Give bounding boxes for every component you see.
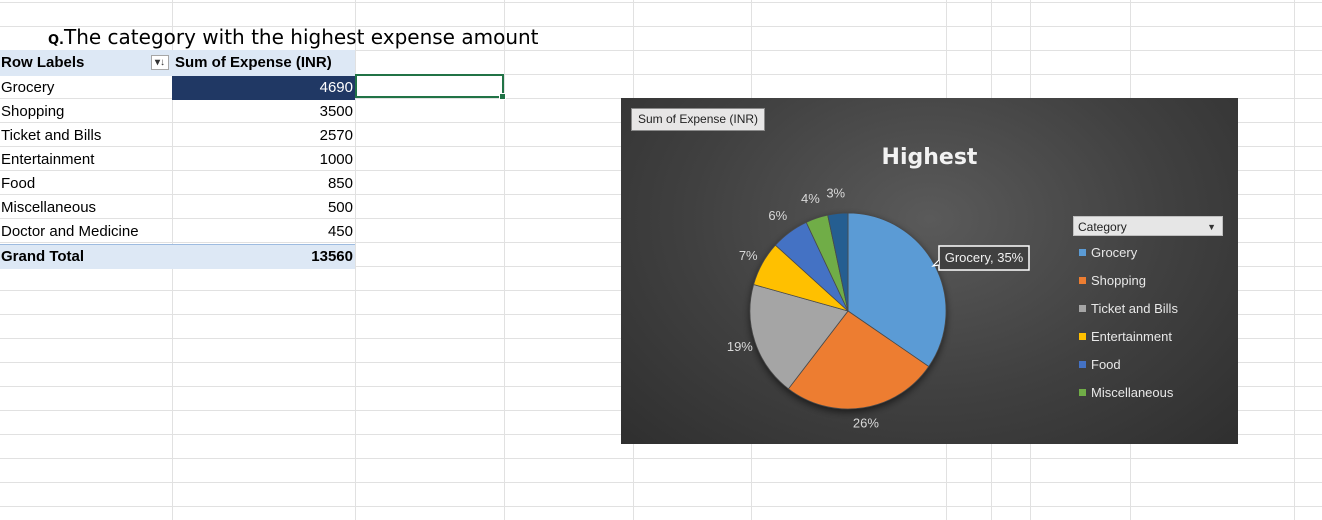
data-label[interactable]: 4%	[801, 191, 820, 206]
question-prefix: Q.	[48, 33, 64, 48]
value-cell[interactable]: 1000	[172, 148, 355, 172]
row-value: 500	[327, 199, 353, 216]
data-label[interactable]: 3%	[826, 186, 845, 201]
value-cell[interactable]: 2570	[172, 124, 355, 148]
row-label: Ticket and Bills	[1, 127, 102, 144]
legend-swatch	[1079, 361, 1086, 368]
row-label: Doctor and Medicine	[1, 223, 139, 240]
question-text: The category with the highest expense am…	[64, 25, 539, 49]
legend-swatch	[1079, 249, 1086, 256]
value-cell[interactable]: 850	[172, 172, 355, 196]
pie-slice-ticket-and-bills[interactable]	[749, 284, 849, 390]
row-label: Miscellaneous	[1, 199, 97, 216]
data-label[interactable]: Grocery, 35%	[945, 250, 1024, 265]
data-label[interactable]: 26%	[853, 416, 879, 431]
data-label[interactable]: 6%	[768, 208, 787, 223]
grand-total-value: 13560	[311, 248, 353, 265]
table-row[interactable]: Miscellaneous 500	[0, 196, 355, 220]
table-row[interactable]: Food 850	[0, 172, 355, 196]
data-label-callout-box[interactable]	[938, 245, 1030, 271]
grand-total-row[interactable]: Grand Total 13560	[0, 244, 355, 269]
table-row[interactable]: Doctor and Medicine 450	[0, 220, 355, 244]
legend-label: Miscellaneous	[1091, 385, 1174, 400]
value-cell[interactable]: 450	[172, 220, 355, 244]
row-label: Food	[1, 175, 36, 192]
legend-swatch	[1079, 305, 1086, 312]
pie-slice-doctor-and-medicine[interactable]	[827, 212, 849, 312]
pivot-table: Row Labels ▾↓ Sum of Expense (INR) Groce…	[0, 50, 355, 269]
legend-swatch	[1079, 389, 1086, 396]
pie-slice-shopping[interactable]	[787, 310, 930, 410]
category-filter-label: Category	[1078, 220, 1127, 234]
value-cell[interactable]: 500	[172, 196, 355, 220]
chevron-down-icon: ▼	[1207, 222, 1216, 232]
row-label: Entertainment	[1, 151, 95, 168]
table-row[interactable]: Grocery 4690	[0, 76, 355, 100]
row-value: 4690	[319, 79, 353, 96]
legend-swatch	[1079, 277, 1086, 284]
pie-chart[interactable]: Sum of Expense (INR) Highest Grocery, 35…	[621, 98, 1238, 444]
table-row[interactable]: Ticket and Bills 2570	[0, 124, 355, 148]
table-row[interactable]: Entertainment 1000	[0, 148, 355, 172]
row-labels-header: Row Labels	[1, 54, 85, 71]
grand-total-label: Grand Total	[1, 248, 85, 265]
legend-label: Entertainment	[1091, 329, 1172, 344]
legend-label: Ticket and Bills	[1091, 301, 1178, 316]
category-filter-button[interactable]: Category ▼	[1073, 216, 1223, 236]
pie-plot-area[interactable]: Grocery, 35% 26% 19% 7% 6% 4% 3%	[621, 98, 1238, 444]
value-field-button[interactable]: Sum of Expense (INR)	[631, 108, 766, 131]
row-label: Grocery	[1, 79, 55, 96]
table-row[interactable]: Shopping 3500	[0, 100, 355, 124]
value-header: Sum of Expense (INR)	[175, 54, 332, 71]
row-value: 3500	[319, 103, 353, 120]
row-value: 850	[327, 175, 353, 192]
sort-desc-filter-icon[interactable]: ▾↓	[151, 55, 169, 70]
legend-label: Grocery	[1091, 245, 1138, 260]
row-label: Shopping	[1, 103, 65, 120]
legend-swatch	[1079, 333, 1086, 340]
grand-total-cell[interactable]: 13560	[172, 245, 355, 269]
chart-title[interactable]: Highest	[881, 145, 978, 170]
question-heading: Q.The category with the highest expense …	[48, 24, 539, 50]
legend-label: Food	[1091, 357, 1121, 372]
fill-handle[interactable]	[499, 93, 506, 100]
data-label-callout-pointer	[931, 259, 940, 267]
row-value: 450	[327, 223, 353, 240]
value-cell[interactable]: 3500	[172, 100, 355, 124]
row-value: 1000	[319, 151, 353, 168]
data-label[interactable]: 7%	[739, 248, 758, 263]
legend-label: Shopping	[1091, 273, 1146, 288]
active-cell-selection[interactable]	[355, 74, 506, 100]
row-value: 2570	[319, 127, 353, 144]
value-cell-selected[interactable]: 4690	[172, 76, 355, 100]
data-label[interactable]: 19%	[727, 339, 753, 354]
pivot-header-row: Row Labels ▾↓ Sum of Expense (INR)	[0, 50, 355, 76]
